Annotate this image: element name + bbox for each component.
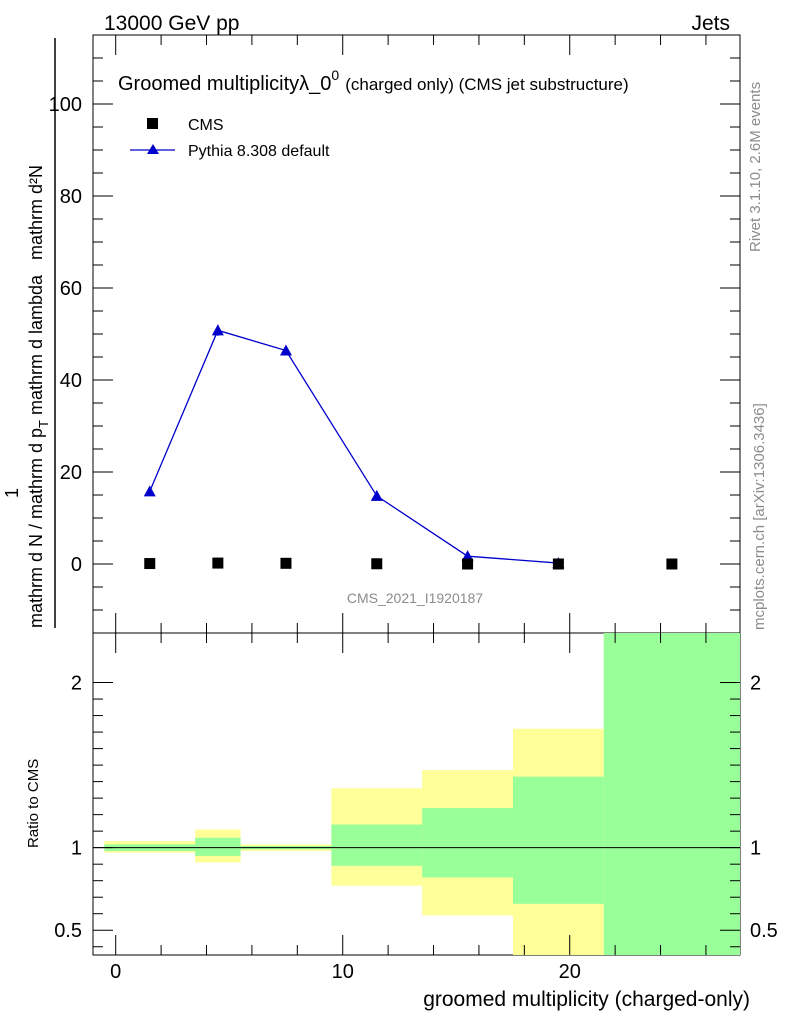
ylabel-den-tail: mathrm d lambda (26, 274, 46, 420)
cms-marker (462, 558, 474, 570)
ratio-ytick-label-right: 1 (750, 838, 761, 860)
cms-marker (212, 557, 224, 569)
legend: CMS Pythia 8.308 default (130, 117, 330, 160)
ylabel-one: 1 (2, 488, 22, 498)
main-ytick-label: 40 (60, 370, 82, 392)
ratio-xtick-label: 20 (559, 961, 581, 983)
ratio-band-green (195, 837, 241, 856)
x-axis-label: groomed multiplicity (charged-only) (423, 988, 750, 1011)
ratio-ytick-label: 1 (71, 838, 82, 860)
pythia-line (149, 329, 559, 564)
ratio-plot: 0.5 0.51 12 20 10 20 (54, 633, 778, 983)
header-energy: 13000 GeV pp (104, 12, 239, 35)
plot-title-main: Groomed multiplicityλ_0 (118, 73, 331, 95)
legend-cms-marker (147, 118, 158, 129)
pythia-marker (279, 344, 292, 356)
ratio-band-green (603, 633, 740, 955)
cms-marker (552, 558, 564, 570)
cms-marker (280, 557, 292, 569)
plot-title-small: (charged only) (CMS jet substructure) (345, 75, 628, 94)
analysis-watermark: CMS_2021_I1920187 (347, 590, 483, 606)
ratio-band-green (512, 776, 604, 904)
pythia-marker (370, 489, 383, 501)
cms-marker (144, 558, 156, 570)
rivet-label: Rivet 3.1.10, 2.6M events (747, 82, 764, 252)
main-ylabel: mathrm d²N 1 mathrm d N / mathrm d pT ma… (2, 38, 56, 628)
legend-pythia-marker (147, 144, 159, 154)
ylabel-denominator: mathrm d N / mathrm d pT mathrm d lambda (26, 274, 51, 628)
ylabel-den-sub: T (36, 420, 51, 428)
main-ytick-label: 20 (60, 462, 82, 484)
main-ytick-label: 80 (60, 186, 82, 208)
pythia-marker (143, 485, 156, 497)
plot-title-sup: 0 (331, 67, 339, 83)
ratio-xtick-label: 10 (332, 961, 354, 983)
legend-cms-label: CMS (188, 117, 224, 134)
ylabel-den-lower: mathrm d N / mathrm d p (26, 428, 46, 628)
legend-pythia-label: Pythia 8.308 default (188, 143, 330, 160)
ratio-ytick-label-right: 2 (750, 673, 761, 695)
cms-marker (666, 558, 678, 570)
ratio-ytick-label: 2 (71, 673, 82, 695)
mcplots-label: mcplots.cern.ch [arXiv:1306.3436] (751, 403, 768, 630)
ratio-band-green (422, 808, 513, 878)
ratio-band-green (331, 824, 423, 866)
main-ytick-label: 0 (71, 554, 82, 576)
main-ytick-label: 100 (49, 94, 82, 116)
cms-marker (371, 558, 383, 570)
pythia-marker (461, 550, 474, 562)
plot-title: Groomed multiplicityλ_00 (charged only) (… (118, 67, 629, 95)
ylabel-numerator: mathrm d²N (26, 165, 46, 260)
ratio-xtick-label: 0 (110, 961, 121, 983)
header-process: Jets (691, 12, 730, 35)
main-plot: 0 20 40 60 80 100 (49, 35, 740, 633)
ratio-ytick-label-right: 0.5 (750, 920, 778, 942)
main-ytick-label: 60 (60, 278, 82, 300)
ratio-ytick-label: 0.5 (54, 920, 82, 942)
ratio-ylabel: Ratio to CMS (25, 759, 42, 848)
